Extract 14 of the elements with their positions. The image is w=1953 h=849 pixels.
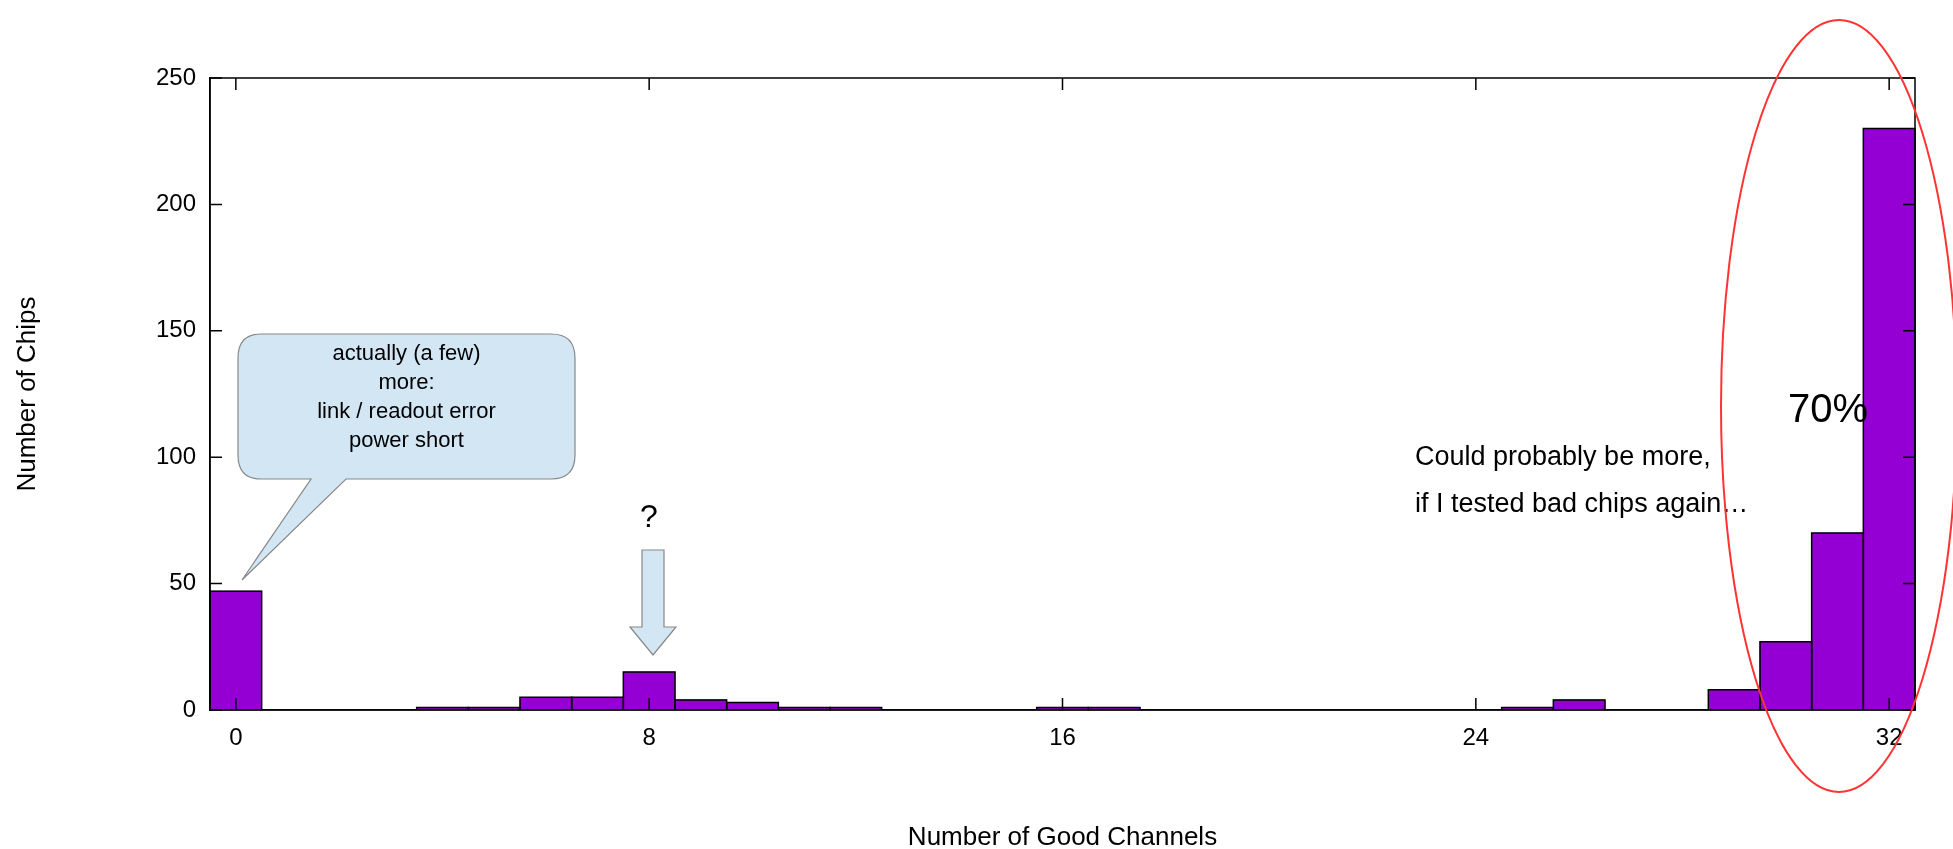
- y-tick-label: 50: [169, 568, 196, 596]
- x-axis-title: Number of Good Channels: [907, 820, 1218, 849]
- y-tick-label: 150: [155, 315, 196, 343]
- x-tick-label: 24: [1462, 723, 1490, 751]
- y-tick-label: 0: [182, 694, 196, 722]
- annotation: ?: [639, 498, 659, 535]
- y-tick-label: 250: [155, 62, 196, 90]
- x-tick-label: 8: [642, 723, 656, 751]
- annotation: actually (a few) more: link / readout error power short: [316, 339, 497, 454]
- y-tick-label: 100: [155, 441, 196, 469]
- x-tick-label: 16: [1049, 723, 1076, 751]
- y-tick-label: 200: [155, 189, 196, 217]
- y-axis-title: Number of Chips: [10, 296, 41, 492]
- x-tick-label: 0: [229, 723, 243, 751]
